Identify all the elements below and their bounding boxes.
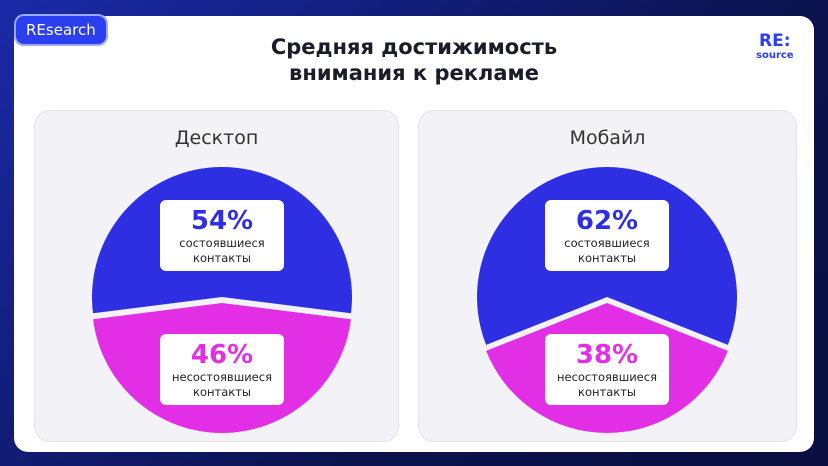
value-label: 54% xyxy=(190,206,254,236)
slice-label: 38% несостоявшиеся контакты xyxy=(545,334,669,405)
page-title: Средняя достижимость внимания к рекламе xyxy=(270,35,558,85)
logo-top: RE: xyxy=(759,31,791,51)
chart-title: Мобайл xyxy=(569,127,646,149)
slice-label: 62% состоявшиеся контакты xyxy=(545,200,669,271)
category-label: состоявшиеся контакты xyxy=(179,236,265,265)
slice-label: 46% несостоявшиеся контакты xyxy=(160,334,284,405)
value-label: 62% xyxy=(575,206,639,236)
category-label: несостоявшиеся контакты xyxy=(556,370,658,399)
category-label: несостоявшиеся контакты xyxy=(171,370,273,399)
chart-title: Десктоп xyxy=(174,127,259,149)
value-label: 38% xyxy=(575,340,639,370)
logo-bottom: source xyxy=(756,50,794,61)
logo: RE: source xyxy=(756,32,794,62)
value-label: 46% xyxy=(190,340,254,370)
badge[interactable]: REsearch xyxy=(16,16,106,44)
category-label: состоявшиеся контакты xyxy=(564,236,650,265)
slice-label: 54% состоявшиеся контакты xyxy=(160,200,284,271)
